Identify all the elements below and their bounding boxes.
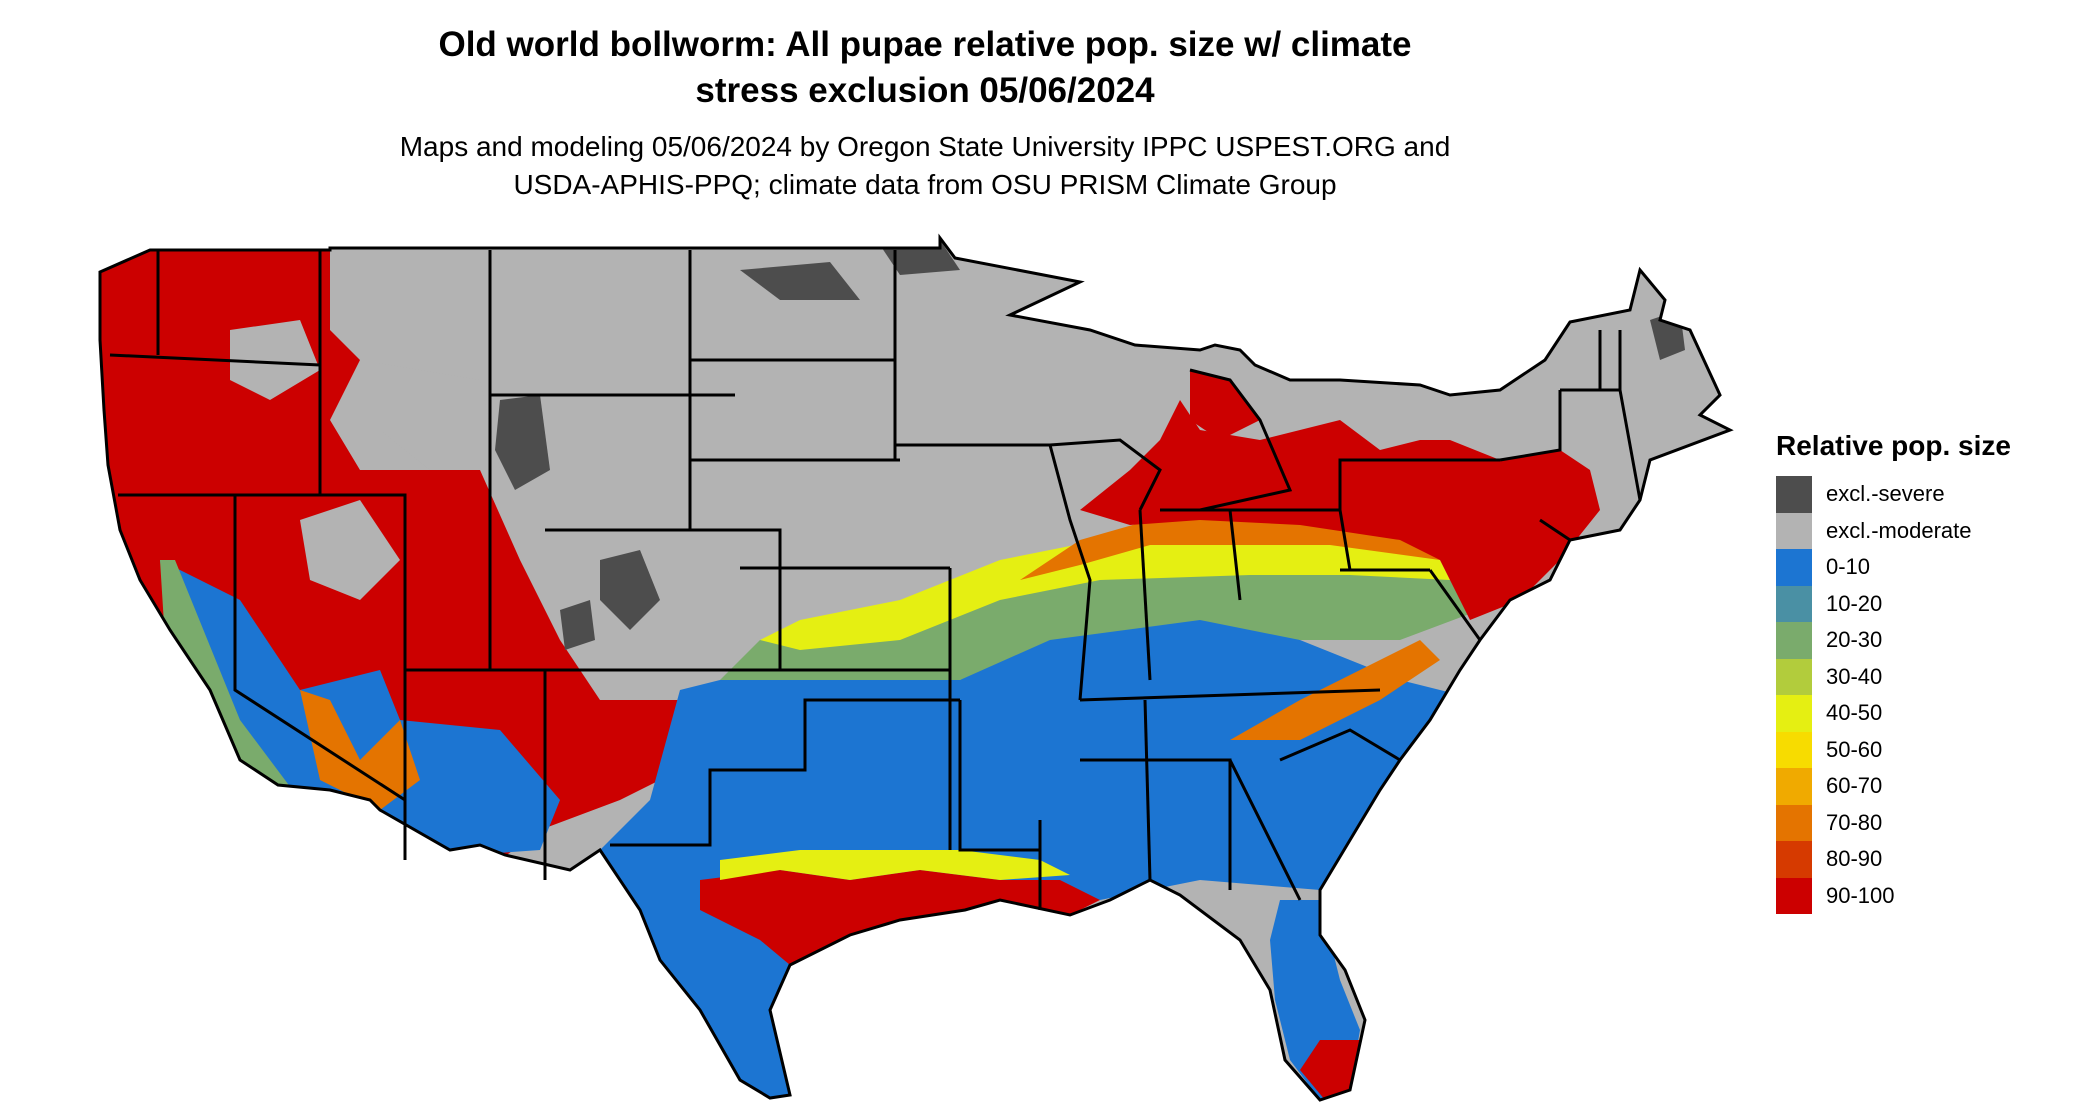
map-title: Old world bollworm: All pupae relative p…: [0, 22, 1850, 114]
legend-label: 40-50: [1826, 700, 1883, 726]
legend-label: 30-40: [1826, 663, 1883, 689]
legend-item: 50-60: [1776, 731, 2011, 768]
map-subtitle-line-1: Maps and modeling 05/06/2024 by Oregon S…: [399, 131, 1451, 162]
legend-item: excl.-severe: [1776, 476, 2011, 513]
legend-swatch: [1776, 804, 1812, 841]
legend-swatch: [1776, 549, 1812, 586]
legend-label: 70-80: [1826, 809, 1883, 835]
legend-swatch: [1776, 622, 1812, 659]
legend-label: 0-10: [1826, 554, 1871, 580]
legend-swatch: [1776, 695, 1812, 732]
legend-swatch: [1776, 476, 1812, 513]
legend: Relative pop. size excl.-severe excl.-mod…: [1776, 430, 2011, 914]
map-title-line-2: stress exclusion 05/06/2024: [695, 71, 1155, 110]
legend-swatch: [1776, 658, 1812, 695]
legend-label: 10-20: [1826, 590, 1883, 616]
legend-item: 90-100: [1776, 877, 2011, 914]
legend-items: excl.-severe excl.-moderate 0-10 10-20 20-30…: [1776, 476, 2011, 914]
legend-item: 60-70: [1776, 768, 2011, 805]
legend-swatch: [1776, 768, 1812, 805]
legend-label: excl.-severe: [1826, 481, 1945, 507]
legend-item: 80-90: [1776, 841, 2011, 878]
map-subtitle: Maps and modeling 05/06/2024 by Oregon S…: [0, 128, 1850, 204]
legend-swatch: [1776, 877, 1812, 914]
legend-item: 30-40: [1776, 658, 2011, 695]
legend-item: 0-10: [1776, 549, 2011, 586]
legend-item: 20-30: [1776, 622, 2011, 659]
legend-item: 40-50: [1776, 695, 2011, 732]
legend-swatch: [1776, 585, 1812, 622]
legend-label: 60-70: [1826, 773, 1883, 799]
legend-item: excl.-moderate: [1776, 512, 2011, 549]
map-title-line-1: Old world bollworm: All pupae relative p…: [438, 25, 1412, 64]
legend-label: 80-90: [1826, 846, 1883, 872]
legend-swatch: [1776, 841, 1812, 878]
legend-title: Relative pop. size: [1776, 430, 2011, 461]
legend-swatch: [1776, 512, 1812, 549]
legend-label: 90-100: [1826, 882, 1895, 908]
map-subtitle-line-2: USDA-APHIS-PPQ; climate data from OSU PR…: [513, 169, 1337, 200]
legend-item: 70-80: [1776, 804, 2011, 841]
legend-label: 20-30: [1826, 627, 1883, 653]
legend-item: 10-20: [1776, 585, 2011, 622]
legend-label: excl.-moderate: [1826, 517, 1972, 543]
legend-label: 50-60: [1826, 736, 1883, 762]
legend-swatch: [1776, 731, 1812, 768]
